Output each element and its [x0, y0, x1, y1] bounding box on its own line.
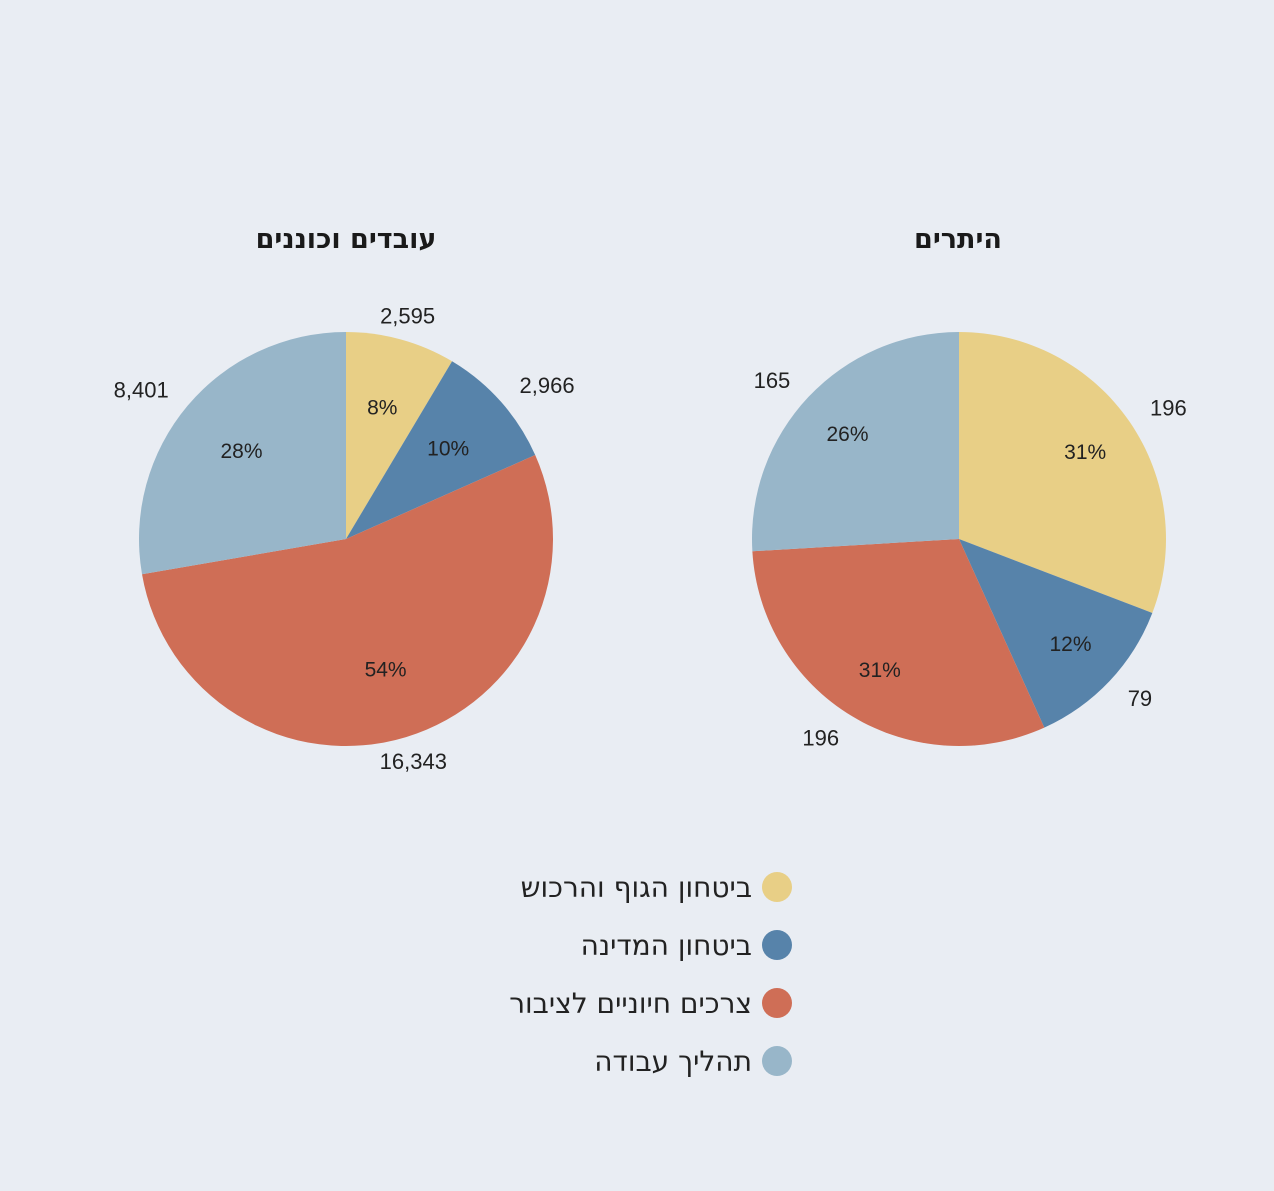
legend-label: צרכים חיוניים לציבור [509, 986, 752, 1020]
pie-permits: 31% 196 12% 79 31% 196 26% 165 [751, 332, 1187, 750]
percent-label: 28% [220, 440, 262, 463]
value-label: 2,966 [520, 373, 575, 398]
pie-slice [142, 455, 554, 747]
pie-slice [346, 332, 453, 539]
legend-swatch [762, 1046, 792, 1076]
percent-label: 31% [1064, 441, 1106, 464]
value-label: 79 [1128, 686, 1152, 711]
percent-label: 8% [367, 396, 397, 419]
pie-slice [346, 361, 536, 539]
legend-swatch [762, 930, 792, 960]
pie-slice [752, 539, 1045, 746]
legend-item: ביטחון הגוף והרכוש [0, 866, 792, 908]
pie-charts: עובדים וכוננים היתרים 8% 2,595 10% 2,966 54%… [114, 224, 1187, 774]
percent-label: 26% [826, 423, 868, 446]
pie-slice [139, 332, 346, 575]
legend-item: ביטחון המדינה [0, 924, 792, 966]
legend-item: צרכים חיוניים לציבור [0, 982, 792, 1024]
percent-label: 54% [365, 659, 407, 682]
percent-label: 10% [427, 437, 469, 460]
legend: ביטחון הגוף והרכוש ביטחון המדינה צרכים ח… [0, 866, 792, 1098]
pie-slice [959, 332, 1166, 613]
right-chart-title: היתרים [914, 224, 1002, 255]
pie-slice [959, 539, 1153, 728]
legend-label: תהליך עבודה [594, 1044, 752, 1078]
pie-workers: 8% 2,595 10% 2,966 54% 16,343 28% 8,401 [114, 304, 575, 774]
value-label: 196 [1150, 396, 1187, 421]
value-label: 16,343 [380, 749, 447, 774]
legend-swatch [762, 988, 792, 1018]
value-label: 165 [754, 368, 791, 393]
left-chart-title: עובדים וכוננים [256, 224, 437, 255]
percent-label: 12% [1049, 633, 1091, 656]
value-label: 8,401 [114, 378, 169, 403]
value-label: 2,595 [380, 304, 435, 329]
pie-slice [751, 332, 959, 552]
legend-item: תהליך עבודה [0, 1040, 792, 1082]
value-label: 196 [802, 725, 839, 750]
percent-label: 31% [859, 659, 901, 682]
legend-label: ביטחון הגוף והרכוש [520, 870, 752, 904]
legend-swatch [762, 872, 792, 902]
legend-label: ביטחון המדינה [580, 928, 752, 962]
